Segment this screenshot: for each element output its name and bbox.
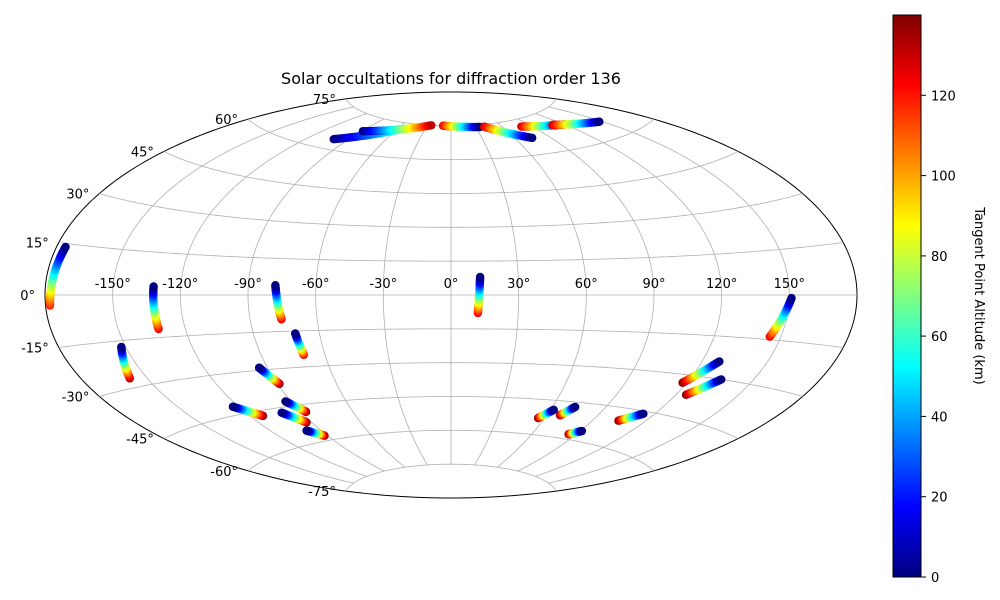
track-point xyxy=(61,242,70,252)
longitude-tick-label: 150° xyxy=(774,277,805,292)
occultation-track xyxy=(358,121,436,136)
occultation-track xyxy=(614,409,648,425)
grid-meridian xyxy=(112,106,354,484)
track-point xyxy=(549,405,559,415)
colorbar-tick-label: 60 xyxy=(931,330,948,345)
track-point xyxy=(277,408,286,417)
latitude-tick-label: 45° xyxy=(131,146,154,161)
track-point xyxy=(254,363,264,372)
occultation-track xyxy=(765,293,796,341)
latitude-tick-label: 0° xyxy=(20,289,35,304)
longitude-tick-label: 60° xyxy=(575,277,598,292)
longitude-tick-labels: -150° -120° -90° -60° -30° 0° 30° 60° 90° 120° 150… xyxy=(95,277,805,292)
colorbar: 0 20 40 60 80 100 120 Tangent Point Altitude (… xyxy=(892,14,986,586)
track-point xyxy=(475,272,485,282)
colorbar-gradient xyxy=(892,14,922,578)
latitude-tick-label: -30° xyxy=(62,391,90,406)
colorbar-ticks: 0 20 40 60 80 100 120 xyxy=(921,89,956,586)
occultation-track xyxy=(277,408,311,427)
chart-title: Solar occultations for diffraction order… xyxy=(281,69,621,88)
grid-meridian xyxy=(517,118,655,472)
occultation-tracks xyxy=(45,117,796,440)
occultation-track xyxy=(564,426,587,439)
occultation-track xyxy=(681,375,726,400)
colorbar-label: Tangent Point Altitude (km) xyxy=(971,206,986,384)
track-point xyxy=(427,121,436,130)
occultation-track xyxy=(302,426,329,440)
longitude-tick-label: -150° xyxy=(95,277,131,292)
longitude-tick-label: -30° xyxy=(369,277,397,292)
occultation-track xyxy=(149,282,163,334)
grid-meridian xyxy=(315,122,406,468)
track-point xyxy=(228,402,238,411)
latitude-tick-label: -60° xyxy=(210,465,238,480)
occultation-track xyxy=(281,397,311,417)
track-point xyxy=(570,402,580,412)
latitude-tick-labels: -75° -60° -45° -30° -15° 0° 15° 30° 45° 60° 75° xyxy=(20,93,336,500)
occultation-track xyxy=(678,357,724,387)
grid-meridian xyxy=(474,124,520,466)
track-point xyxy=(149,282,158,291)
map-axes: -150° -120° -90° -60° -30° 0° 30° 60° 90° 120° 150… xyxy=(20,91,858,500)
colorbar-tick-label: 0 xyxy=(931,571,939,586)
occultation-track xyxy=(473,272,485,318)
colorbar-tick-label: 40 xyxy=(931,410,948,425)
track-point xyxy=(271,281,280,290)
track-point xyxy=(291,329,300,338)
occultation-track xyxy=(479,122,537,143)
occultation-track xyxy=(438,121,485,132)
longitude-tick-label: -90° xyxy=(234,277,262,292)
longitude-tick-label: -60° xyxy=(302,277,330,292)
track-point xyxy=(527,133,537,143)
grid-meridian xyxy=(247,118,385,472)
track-point xyxy=(717,375,726,384)
track-point xyxy=(577,426,587,436)
track-point xyxy=(787,293,796,303)
occultation-track xyxy=(117,342,135,383)
latitude-tick-label: 60° xyxy=(215,113,238,128)
longitude-tick-label: 90° xyxy=(642,277,665,292)
grid-meridian xyxy=(382,124,428,466)
occultation-track xyxy=(254,363,284,389)
occultation-track xyxy=(533,405,559,423)
longitude-tick-label: 120° xyxy=(706,277,737,292)
occultation-track xyxy=(45,242,70,310)
colorbar-tick-label: 80 xyxy=(931,250,948,265)
colorbar-tick-label: 120 xyxy=(931,89,956,104)
occultation-track xyxy=(548,117,604,130)
latitude-tick-label: 30° xyxy=(66,188,89,203)
track-point xyxy=(281,397,290,406)
occultation-track xyxy=(271,281,286,324)
track-point xyxy=(302,426,311,435)
occultation-track xyxy=(228,402,268,421)
grid-meridian xyxy=(535,113,723,477)
track-point xyxy=(639,409,648,418)
track-point xyxy=(595,117,604,126)
longitude-tick-label: -120° xyxy=(162,277,198,292)
grid-meridian xyxy=(179,113,367,477)
occultation-track xyxy=(291,329,308,360)
grid-parallel xyxy=(345,463,557,492)
colorbar-tick-label: 100 xyxy=(931,170,956,185)
track-point xyxy=(715,357,724,366)
latitude-tick-label: -45° xyxy=(126,433,154,448)
latitude-tick-label: -75° xyxy=(308,485,336,500)
longitude-tick-label: 30° xyxy=(507,277,530,292)
grid-parallel xyxy=(345,98,557,127)
latitude-tick-label: -15° xyxy=(21,342,49,357)
longitude-tick-label: 0° xyxy=(444,277,459,292)
colorbar-tick-label: 20 xyxy=(931,491,948,506)
track-point xyxy=(117,342,126,352)
grid-lines xyxy=(45,98,857,492)
latitude-tick-label: 15° xyxy=(26,237,49,252)
occultation-track xyxy=(555,402,580,420)
latitude-tick-label: 75° xyxy=(313,93,336,108)
